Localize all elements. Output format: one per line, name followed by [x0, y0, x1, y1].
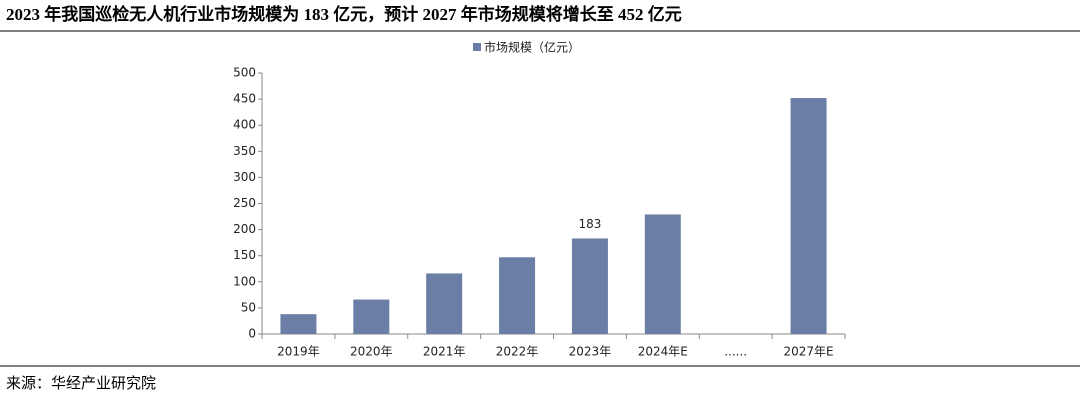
y-tick-label: 250: [233, 196, 256, 210]
bar: [790, 98, 827, 334]
x-tick-label: 2019年: [277, 345, 320, 359]
x-tick-label: 2020年: [350, 345, 393, 359]
y-tick-label: 50: [241, 300, 256, 314]
bar: [353, 299, 390, 334]
bar: [426, 273, 463, 334]
y-tick-label: 300: [233, 170, 256, 184]
y-tick-label: 450: [233, 92, 256, 106]
legend-label: 市场规模（亿元）: [484, 40, 580, 55]
bar: [280, 314, 317, 334]
source: 来源：华经产业研究院: [6, 374, 156, 392]
y-tick-label: 0: [248, 327, 256, 341]
x-tick-label: 2024年E: [638, 345, 688, 359]
y-tick-label: 200: [233, 222, 256, 236]
y-tick-label: 350: [233, 144, 256, 158]
legend-swatch: [473, 43, 481, 51]
x-tick-label: 2022年: [496, 345, 539, 359]
y-tick-label: 150: [233, 248, 256, 262]
bar: [571, 238, 608, 334]
chart-title: 2023 年我国巡检无人机行业市场规模为 183 亿元，预计 2027 年市场规…: [6, 4, 682, 24]
x-tick-label: 2027年E: [784, 345, 834, 359]
data-label: 183: [578, 217, 601, 231]
bar: [499, 257, 536, 334]
y-tick-label: 500: [233, 66, 256, 80]
x-tick-label: 2021年: [423, 345, 466, 359]
y-tick-label: 400: [233, 118, 256, 132]
x-tick-label: ......: [724, 345, 747, 359]
x-tick-label: 2023年: [569, 345, 612, 359]
y-tick-label: 100: [233, 274, 256, 288]
bar: [644, 214, 681, 334]
